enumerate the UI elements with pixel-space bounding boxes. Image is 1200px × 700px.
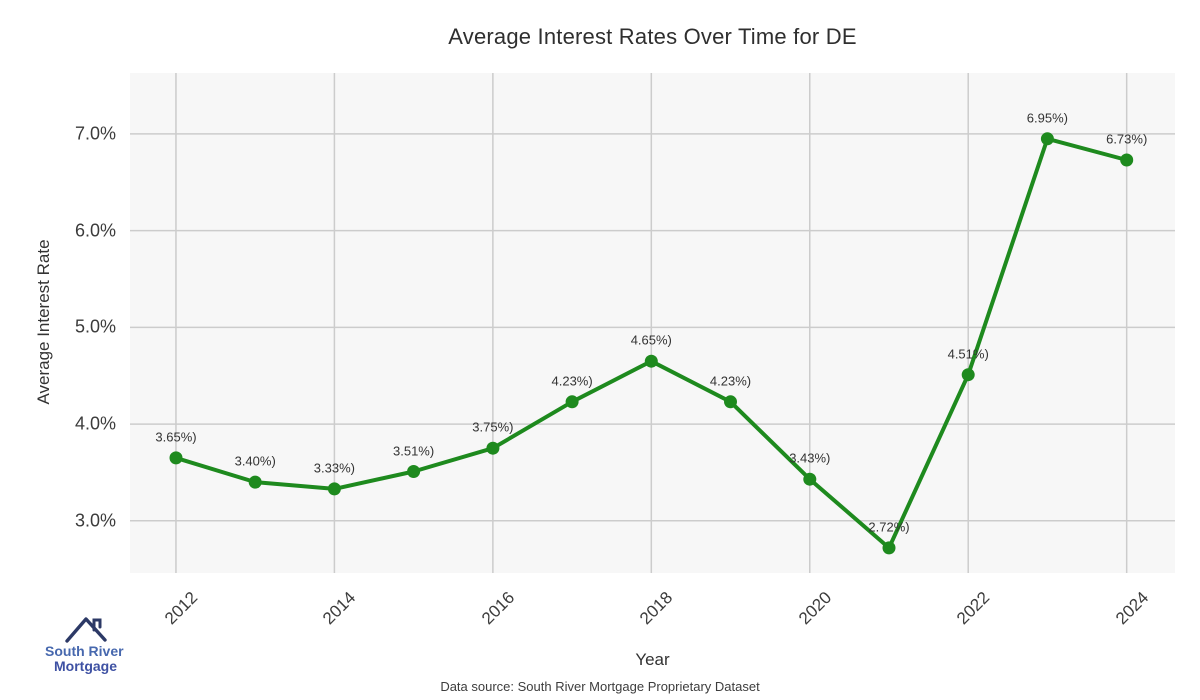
- logo: South River Mortgage: [45, 614, 135, 675]
- data-point: [644, 354, 658, 368]
- point-label: 4.51%): [947, 346, 989, 362]
- point-label: 2.72%): [868, 519, 910, 535]
- y-tick-label: 5.0%: [74, 316, 116, 337]
- point-label: 6.95%): [1026, 110, 1068, 126]
- data-point: [169, 451, 183, 465]
- point-label: 4.65%): [630, 332, 672, 348]
- data-point: [1120, 153, 1134, 167]
- point-label: 3.40%): [234, 453, 276, 469]
- point-label: 3.51%): [392, 443, 435, 458]
- point-label: 3.65%): [155, 429, 197, 445]
- point-label: 3.43%): [789, 450, 831, 466]
- x-tick-label: 2020: [794, 588, 836, 629]
- point-label: 3.33%): [313, 460, 355, 476]
- x-axis-ticks: 2012 2014 2016 2018 2020 2022 2024: [130, 573, 1175, 648]
- point-label: 4.23%): [551, 373, 593, 389]
- point-label: 3.75%): [472, 419, 514, 435]
- data-point: [724, 395, 737, 409]
- y-axis-ticks: 3.0% 4.0% 5.0% 6.0% 7.0%: [0, 73, 116, 573]
- data-point: [803, 472, 817, 486]
- data-point: [407, 465, 421, 478]
- logo-text-line1: South River: [45, 643, 124, 659]
- y-tick-label: 3.0%: [74, 510, 116, 531]
- data-point: [1040, 132, 1054, 146]
- x-tick-label: 2022: [953, 588, 994, 629]
- x-tick-label: 2016: [477, 588, 519, 629]
- data-point: [327, 482, 341, 496]
- data-point: [882, 541, 896, 555]
- x-axis-title: Year: [635, 650, 670, 669]
- point-label: 4.23%): [709, 373, 752, 389]
- y-tick-label: 4.0%: [74, 413, 116, 434]
- data-point: [961, 368, 975, 382]
- data-point: [565, 395, 579, 409]
- data-point: [486, 441, 500, 455]
- y-tick-label: 7.0%: [74, 123, 116, 144]
- point-label: 6.73%): [1106, 131, 1148, 147]
- y-tick-label: 6.0%: [74, 220, 116, 241]
- house-roof-icon: [65, 617, 107, 643]
- x-tick-label: 2024: [1111, 588, 1152, 629]
- data-source-caption: Data source: South River Mortgage Propri…: [440, 679, 760, 694]
- chart-title: Average Interest Rates Over Time for DE: [448, 24, 857, 49]
- x-tick-label: 2018: [636, 588, 677, 629]
- data-point: [248, 475, 262, 489]
- x-tick-label: 2012: [161, 588, 202, 629]
- line-chart: [130, 73, 1175, 573]
- logo-text-line2: Mortgage: [54, 658, 117, 675]
- x-tick-label: 2014: [319, 588, 360, 629]
- plot-area: 3.65%) 3.40%) 3.33%) 3.51%) 3.75%) 4.23%) 4.65…: [130, 73, 1175, 573]
